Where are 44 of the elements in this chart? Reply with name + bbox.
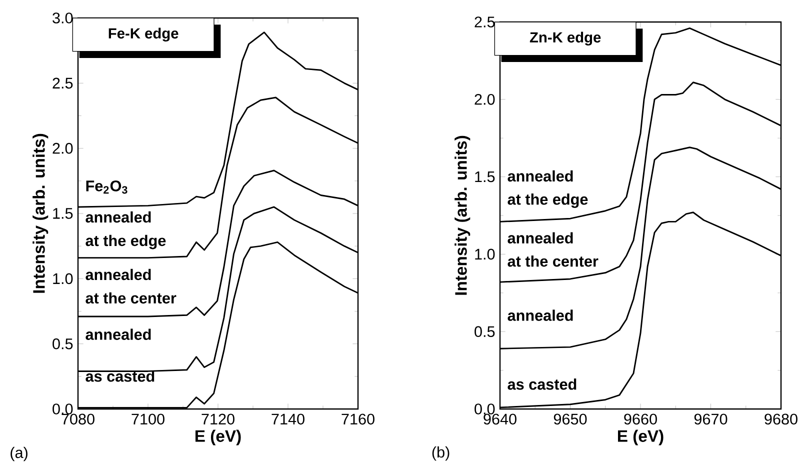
x-tick-label: 9680: [764, 414, 798, 425]
annotation: annealed: [508, 232, 573, 244]
x-tick-label: 9660: [624, 414, 657, 425]
annotation: annealed: [508, 170, 573, 182]
y-tick-label: 2.0: [52, 142, 73, 154]
annotation: annealed: [86, 328, 151, 340]
annotation: at the edge: [86, 234, 166, 250]
annotation: as casted: [508, 378, 576, 390]
text: (a): [10, 446, 28, 462]
y-tick-label: 1.5: [53, 208, 73, 219]
y-tick-label: 0.0: [52, 404, 73, 414]
y-tick-label: 0.5: [52, 338, 73, 350]
x-axis-title: E (eV): [195, 430, 241, 446]
y-tick-label: 2.5: [474, 16, 495, 28]
annotation: at the center: [508, 255, 598, 267]
x-tick-label: 7120: [202, 414, 234, 425]
x-tick-label: 9640: [484, 414, 516, 425]
x-tick-label: 7140: [272, 414, 304, 425]
x-tick-label: 9650: [554, 414, 587, 425]
x-tick-label: 7160: [342, 414, 374, 425]
y-axis-title: Intensity (arb. units): [454, 136, 470, 295]
x-tick-label: 9670: [694, 414, 728, 425]
annotation: at the edge: [508, 194, 588, 208]
annotation: annealed: [86, 211, 151, 223]
text: Fe-K edge: [108, 28, 178, 42]
y-tick-label: 1.0: [53, 273, 73, 284]
x-tick-label: 7100: [132, 414, 164, 425]
y-tick-label: 0.0: [474, 404, 495, 414]
y-tick-label: 3.0: [52, 12, 73, 24]
annotation: annealed: [86, 268, 151, 280]
x-axis-title: E (eV): [618, 430, 664, 446]
y-tick-label: 0.5: [474, 326, 495, 338]
y-tick-label: 2.5: [52, 78, 73, 89]
y-tick-label: 1.0: [475, 248, 495, 260]
annotation: annealed: [508, 310, 573, 321]
text: (b): [432, 446, 450, 461]
text: Zn-K edge: [530, 32, 601, 46]
y-tick-label: 1.5: [475, 171, 495, 182]
y-axis-title: Intensity (arb. units): [32, 134, 48, 293]
x-tick-label: 7080: [62, 414, 94, 425]
annotation: Fe$_{2}$O$_{3}$: [86, 180, 128, 194]
annotation: at the center: [86, 292, 176, 304]
annotation: as casted: [86, 370, 154, 382]
y-tick-label: 2.0: [474, 94, 495, 105]
